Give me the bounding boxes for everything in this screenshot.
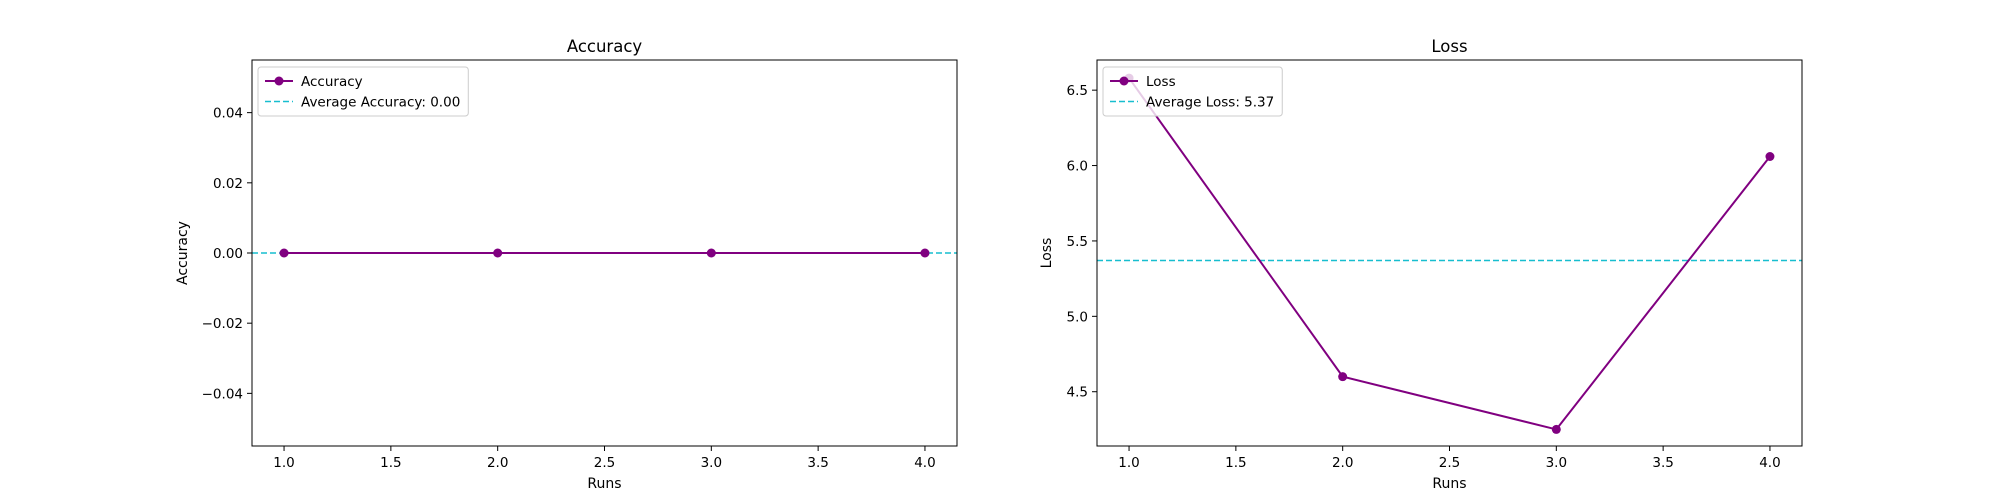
accuracy-x-tick-label: 1.5 [380, 455, 401, 471]
loss-y-tick-label: 5.0 [1067, 309, 1088, 325]
loss-data-point [1765, 152, 1775, 161]
loss-x-tick-label: 3.0 [1546, 455, 1567, 471]
loss-y-tick-label: 5.5 [1067, 234, 1088, 250]
loss-x-tick-label: 2.0 [1332, 455, 1353, 471]
accuracy-data-point [279, 248, 289, 258]
loss-y-tick-label: 6.0 [1067, 159, 1088, 175]
accuracy-chart-title: Accuracy [567, 37, 643, 56]
accuracy-y-tick-label: 0.02 [213, 176, 243, 192]
accuracy-y-tick-label: 0.04 [213, 106, 243, 122]
loss-legend-box [1102, 66, 1283, 117]
accuracy-legend-label: Average Accuracy: 0.00 [301, 95, 460, 111]
loss-legend: Loss Average Loss: 5.37 [1102, 66, 1283, 117]
loss-chart-title: Loss [1431, 37, 1467, 56]
accuracy-x-tick-label: 2.0 [487, 455, 508, 471]
loss-x-tick-label: 4.0 [1759, 455, 1780, 471]
loss-x-tick-label: 2.5 [1439, 455, 1460, 471]
accuracy-legend-label: Accuracy [301, 74, 363, 90]
accuracy-x-tick-label: 1.0 [273, 455, 294, 471]
loss-y-axis-label: Loss [1039, 238, 1055, 269]
loss-y-tick-label: 4.5 [1067, 385, 1088, 401]
loss-data-point [1551, 424, 1561, 434]
accuracy-y-tick-label: −0.04 [202, 386, 243, 402]
accuracy-x-tick-label: 3.5 [807, 455, 828, 471]
accuracy-y-tick-label: 0.00 [213, 246, 243, 262]
loss-series-line [1128, 77, 1771, 431]
loss-legend-label: Loss [1146, 74, 1176, 90]
accuracy-data-point [493, 248, 503, 258]
loss-plot-area [1097, 60, 1802, 446]
accuracy-x-tick-label: 3.0 [701, 455, 722, 471]
loss-x-axis-label: Runs [1432, 476, 1466, 492]
accuracy-data-point [706, 248, 716, 258]
accuracy-legend: Accuracy Average Accuracy: 0.00 [257, 66, 469, 117]
loss-legend-handle-marker [1119, 76, 1129, 86]
accuracy-data-point [920, 248, 930, 258]
accuracy-legend-box [257, 66, 469, 117]
accuracy-y-axis-label: Accuracy [175, 221, 191, 285]
loss-legend-label: Average Loss: 5.37 [1146, 95, 1274, 111]
loss-chart: 1.0 1.5 2.0 2.5 3.0 3.5 4.0 4.5 5.0 5.5 6.0 6.5 Loss… [1039, 37, 1803, 492]
loss-data-point [1338, 372, 1348, 382]
accuracy-y-tick-label: −0.02 [202, 316, 243, 332]
accuracy-x-axis-label: Runs [587, 476, 621, 492]
loss-x-tick-label: 1.5 [1225, 455, 1246, 471]
loss-y-tick-label: 6.5 [1067, 83, 1088, 99]
accuracy-x-tick-label: 4.0 [914, 455, 935, 471]
loss-x-tick-label: 1.0 [1118, 455, 1139, 471]
accuracy-x-tick-label: 2.5 [594, 455, 615, 471]
accuracy-chart: 1.0 1.5 2.0 2.5 3.0 3.5 4.0 −0.04 −0.02 0.00 0.02 0… [175, 37, 958, 492]
loss-x-tick-label: 3.5 [1652, 455, 1673, 471]
accuracy-legend-handle-marker [274, 76, 284, 86]
